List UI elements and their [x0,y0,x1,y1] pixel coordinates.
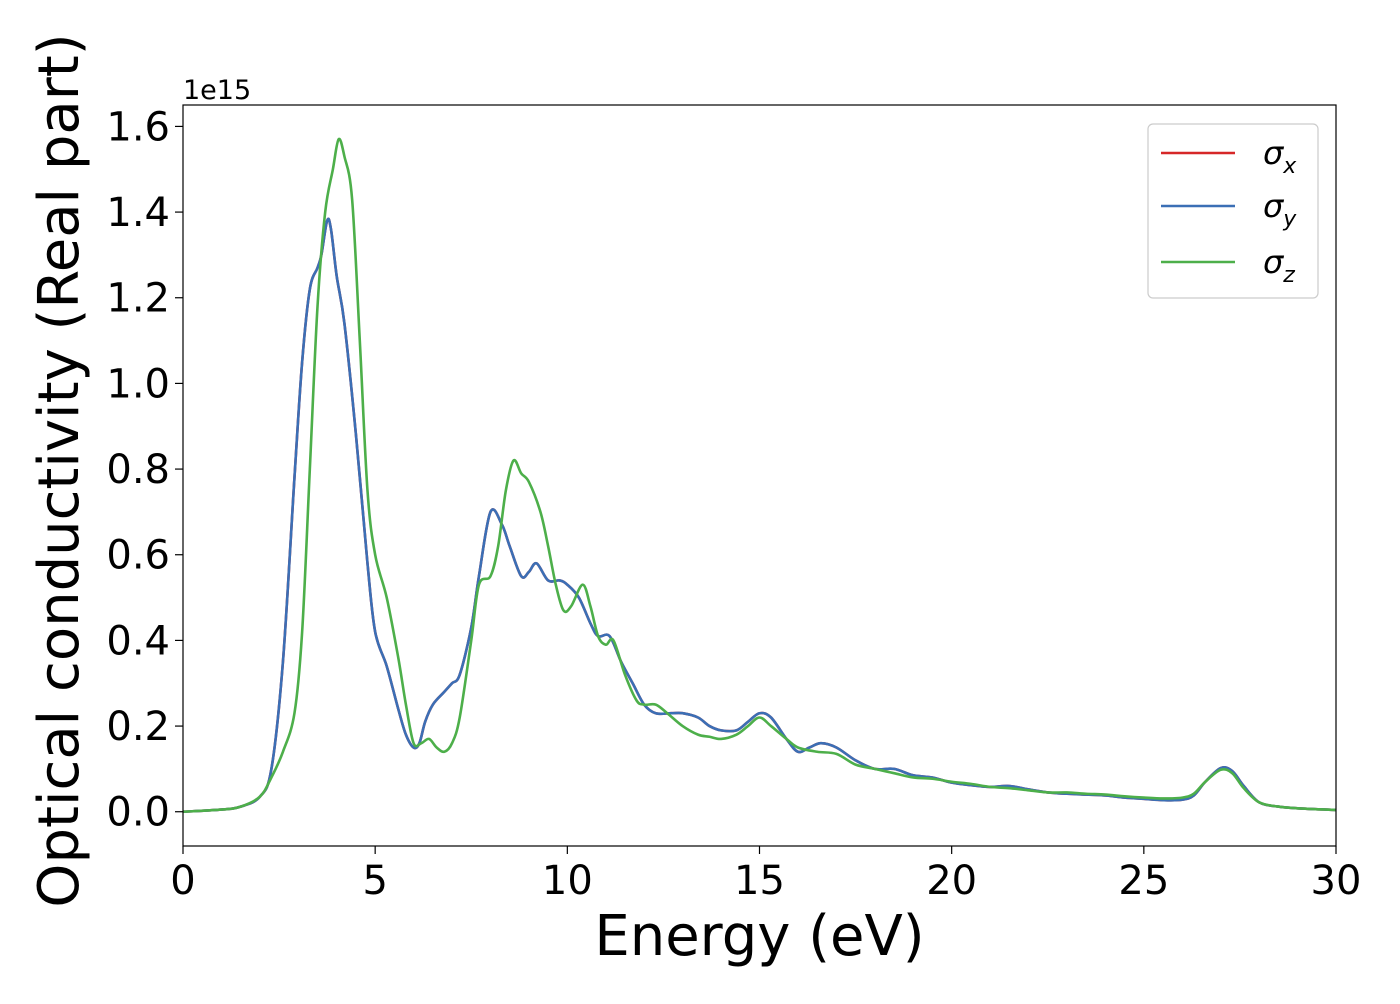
x-axis-label: Energy (eV) [594,904,924,969]
legend-subscript: x [1282,154,1297,179]
y-tick-label: 0.6 [106,533,170,579]
y-tick-label: 1.4 [106,190,170,236]
legend-label-x: σx [1263,134,1297,179]
y-tick-label: 0.8 [106,447,170,493]
legend-symbol: σ [1263,187,1285,225]
x-tick-label: 25 [1118,858,1169,904]
axis-ticks: 0 5 10 15 20 25 30 0.0 0.2 0.4 0.6 0.8 1.0 1.2 1.4 1.6 [106,104,1361,904]
legend-symbol: σ [1263,134,1285,172]
series-lines [183,137,1336,814]
legend-label-y: σy [1263,187,1297,232]
y-tick-label: 0.2 [106,704,170,750]
x-tick-label: 5 [362,858,387,904]
x-tick-label: 0 [170,858,195,904]
y-tick-label: 1.2 [106,276,170,322]
y-tick-label: 0.4 [106,618,170,664]
legend-box [1147,123,1319,299]
series-line-y [183,217,1336,814]
legend-symbol: σ [1263,243,1285,281]
x-tick-label: 20 [926,858,977,904]
legend-subscript: y [1282,207,1297,232]
x-tick-label: 15 [734,858,785,904]
y-axis-offset-text: 1e15 [183,75,251,106]
series-line-x [183,217,1336,814]
legend-subscript: z [1282,263,1295,288]
y-tick-label: 1.0 [106,361,170,407]
x-tick-label: 10 [542,858,593,904]
y-axis-label: Optical conductivity (Real part) [27,33,92,907]
series-line-z [183,137,1336,814]
x-tick-label: 30 [1311,858,1362,904]
legend-label-z: σz [1263,243,1295,288]
y-tick-label: 0.0 [106,790,170,836]
y-tick-label: 1.6 [106,104,170,150]
